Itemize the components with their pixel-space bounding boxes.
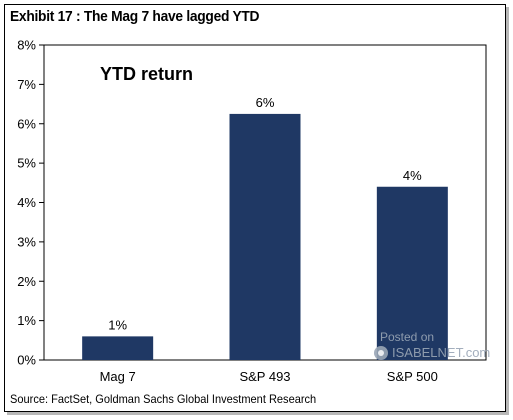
- x-axis: Mag 7 S&P 493 S&P 500: [100, 369, 438, 384]
- y-tick-label: 6%: [17, 116, 36, 131]
- data-label: 1%: [108, 317, 127, 332]
- source-note: Source: FactSet, Goldman Sachs Global In…: [10, 392, 317, 406]
- watermark-line1: Posted on: [380, 330, 435, 344]
- y-tick-label: 0%: [17, 353, 36, 368]
- bars: 1% 6% 4%: [82, 95, 448, 360]
- exhibit-title: Exhibit 17 : The Mag 7 have lagged YTD: [10, 8, 260, 25]
- y-tick-label: 7%: [17, 77, 36, 92]
- bar: [82, 336, 154, 360]
- watermark: Posted on ISABELNET.com: [372, 330, 504, 366]
- isabelnet-logo-icon: [374, 346, 388, 360]
- chart-title: YTD return: [100, 64, 193, 84]
- x-tick-label: S&P 500: [387, 369, 438, 384]
- y-tick-label: 3%: [17, 234, 36, 249]
- y-tick-label: 8%: [17, 38, 36, 53]
- y-axis: 0% 1% 2% 3% 4% 5% 6% 7% 8%: [17, 38, 44, 368]
- x-tick-label: Mag 7: [100, 369, 136, 384]
- watermark-line2: ISABELNET.com: [392, 345, 491, 360]
- y-tick-label: 1%: [17, 313, 36, 328]
- data-label: 4%: [403, 168, 422, 183]
- bar: [376, 186, 448, 360]
- data-label: 6%: [256, 95, 275, 110]
- y-tick-label: 4%: [17, 195, 36, 210]
- y-tick-label: 2%: [17, 274, 36, 289]
- bar: [229, 113, 301, 360]
- y-tick-label: 5%: [17, 156, 36, 171]
- x-tick-label: S&P 493: [239, 369, 290, 384]
